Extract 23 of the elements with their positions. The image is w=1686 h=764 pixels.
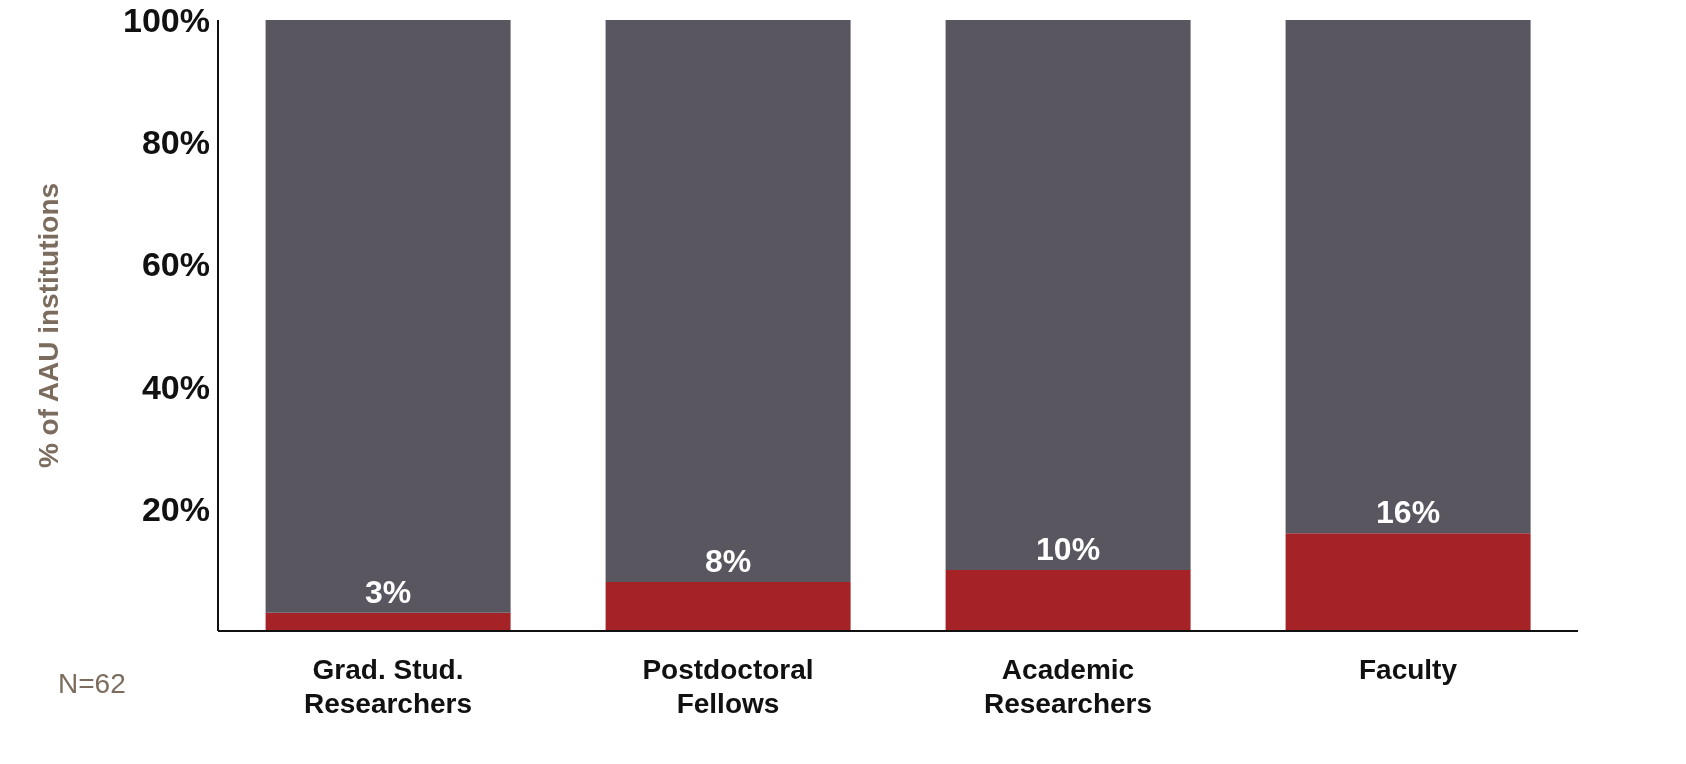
- bar: [605, 20, 851, 583]
- data-label: 16%: [1376, 494, 1441, 531]
- bar: [945, 20, 1191, 570]
- x-tick-label: Faculty: [1358, 654, 1458, 685]
- bar: [945, 569, 1191, 631]
- x-tick-label: Grad. Stud. Researchers: [303, 654, 473, 719]
- bar: [1285, 533, 1531, 631]
- bar: [265, 612, 511, 631]
- y-tick-label: 80%: [141, 123, 210, 162]
- data-label: 3%: [364, 573, 412, 610]
- bar: [605, 582, 851, 631]
- bar: [265, 20, 511, 613]
- y-tick-label: 40%: [141, 367, 210, 406]
- y-axis-title: % of AAU institutions: [32, 182, 64, 469]
- data-label: 10%: [1036, 530, 1101, 567]
- x-tick-label: Academic Researchers: [983, 654, 1153, 719]
- text: N=62: [58, 668, 126, 700]
- y-tick-label: 20%: [141, 489, 210, 528]
- y-tick-label: 100%: [123, 1, 210, 40]
- bar: [1285, 20, 1531, 534]
- data-label: 8%: [704, 543, 752, 580]
- x-tick-label: Postdoctoral Fellows: [642, 654, 814, 719]
- y-tick-label: 60%: [141, 245, 210, 284]
